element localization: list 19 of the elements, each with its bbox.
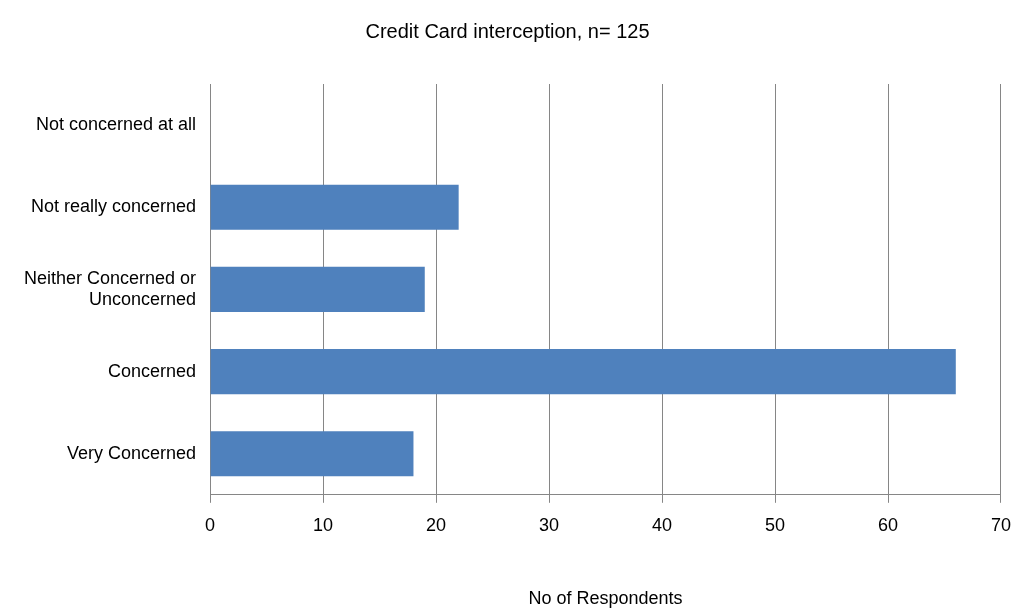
- x-tick-label: 70: [990, 514, 1011, 535]
- y-tick-label: Very Concerned: [67, 442, 197, 463]
- bar: [210, 431, 414, 477]
- x-axis-title: No of Respondents: [528, 588, 683, 609]
- y-tick-label: Not really concerned: [31, 196, 197, 217]
- x-tick-label: 20: [426, 514, 447, 535]
- bar: [210, 266, 425, 312]
- y-tick-label: Concerned: [108, 360, 197, 381]
- y-tick-label: Neither Concerned or Unconcerned: [24, 267, 197, 310]
- x-tick-label: 50: [765, 514, 786, 535]
- chart-title: Credit Card interception, n= 125: [365, 19, 650, 42]
- x-tick-label: 10: [313, 514, 334, 535]
- x-tick-label: 60: [877, 514, 899, 535]
- x-tick-label: 40: [652, 514, 673, 535]
- bar: [210, 348, 956, 395]
- y-tick-label: Not concerned at all: [36, 114, 197, 135]
- x-tick-label: 30: [539, 514, 560, 535]
- bar: [210, 184, 459, 230]
- x-tick-label: 0: [205, 514, 216, 535]
